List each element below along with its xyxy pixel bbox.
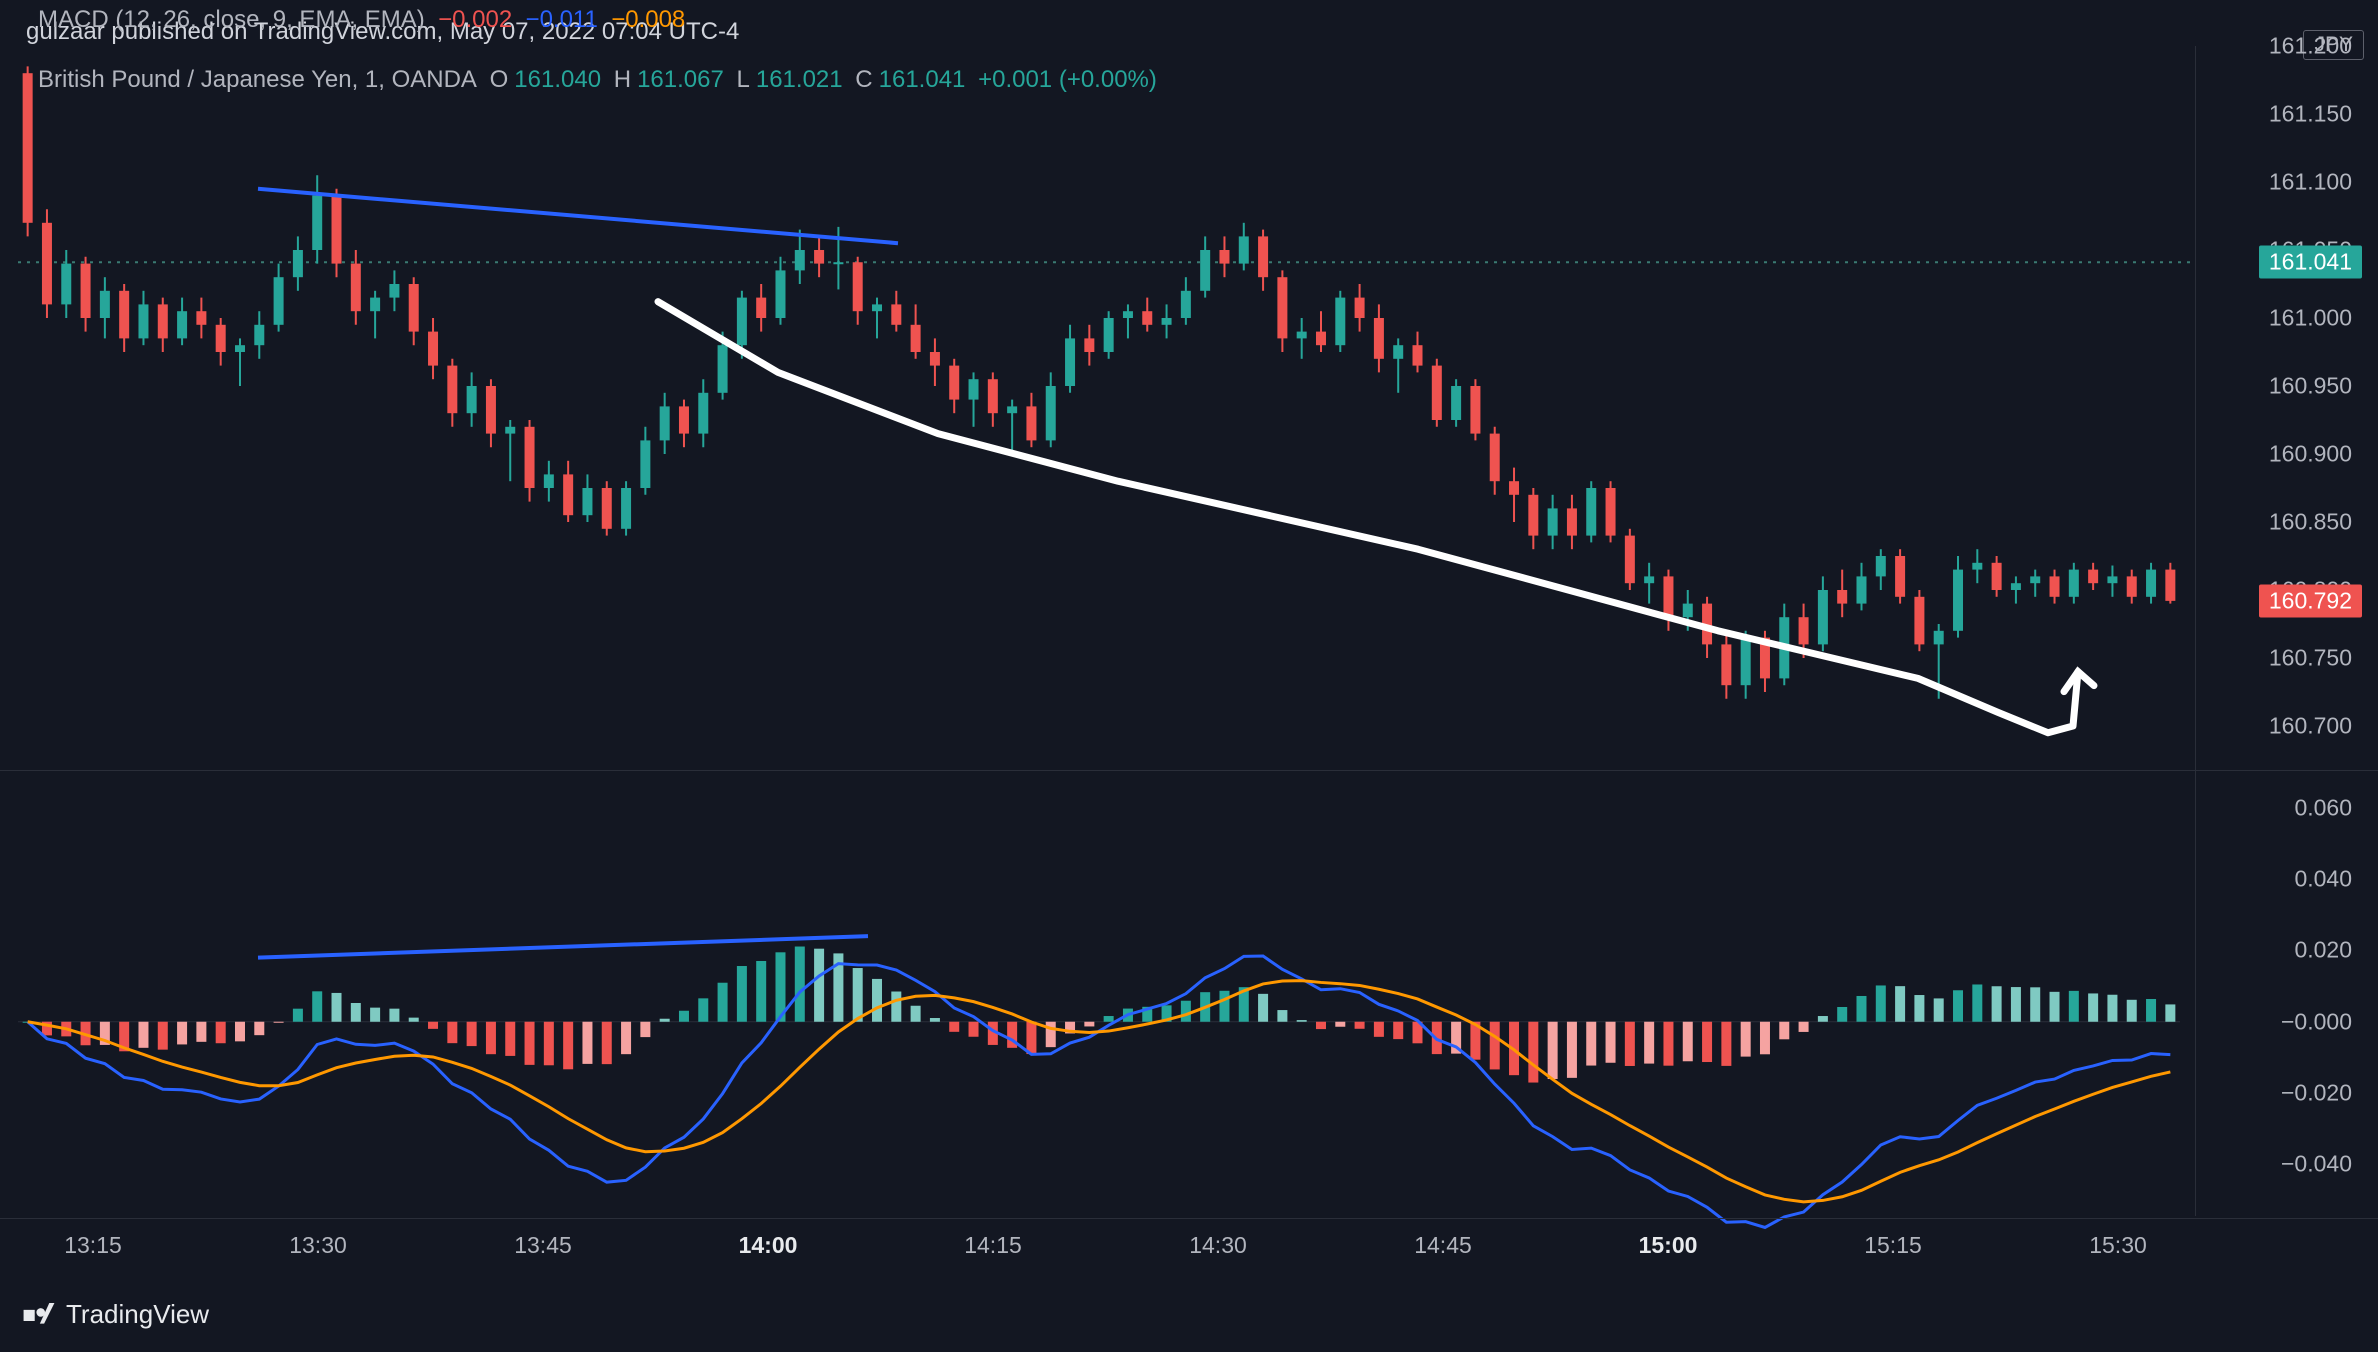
macd-line-value: −0.011 — [526, 6, 598, 33]
price-badge: 160.792 — [2259, 584, 2362, 617]
price-tick: 160.950 — [2269, 373, 2352, 400]
time-tick: 13:15 — [64, 1232, 122, 1259]
macd-tick: −0.000 — [2281, 1008, 2352, 1035]
tradingview-logo: TradingView — [22, 1299, 209, 1330]
tradingview-icon — [22, 1303, 56, 1327]
panel-divider — [0, 770, 2378, 771]
time-tick: 14:15 — [964, 1232, 1022, 1259]
time-tick: 15:15 — [1864, 1232, 1922, 1259]
chart-canvas[interactable] — [0, 0, 2378, 1352]
macd-signal-value: −0.008 — [611, 6, 685, 33]
macd-tick: 0.020 — [2294, 937, 2352, 964]
panel-divider — [0, 1218, 2378, 1219]
macd-tick: 0.060 — [2294, 794, 2352, 821]
price-tick: 160.700 — [2269, 713, 2352, 740]
price-tick: 161.150 — [2269, 101, 2352, 128]
price-tick: 160.900 — [2269, 441, 2352, 468]
macd-hist-value: −0.002 — [438, 6, 512, 33]
price-tick: 160.750 — [2269, 645, 2352, 672]
tradingview-label: TradingView — [66, 1299, 209, 1330]
time-axis[interactable]: 13:15 13:30 13:45 14:00 14:15 14:30 14:45 15:00… — [0, 1222, 2200, 1272]
price-tick: 160.850 — [2269, 509, 2352, 536]
price-axis[interactable]: 161.200161.150161.100161.050161.000160.9… — [2196, 40, 2366, 770]
time-tick: 13:45 — [514, 1232, 572, 1259]
macd-header: MACD (12, 26, close, 9, EMA, EMA) −0.002… — [38, 6, 685, 34]
macd-title: MACD (12, 26, close, 9, EMA, EMA) — [38, 6, 425, 33]
time-tick: 14:30 — [1189, 1232, 1247, 1259]
time-tick: 14:00 — [739, 1232, 798, 1259]
macd-axis[interactable]: 0.060 0.040 0.020 −0.000 −0.020 −0.040 — [2196, 778, 2366, 1218]
time-tick: 13:30 — [289, 1232, 347, 1259]
macd-tick: −0.020 — [2281, 1080, 2352, 1107]
time-tick: 15:30 — [2089, 1232, 2147, 1259]
time-tick: 14:45 — [1414, 1232, 1472, 1259]
price-tick: 161.200 — [2269, 33, 2352, 60]
macd-tick: −0.040 — [2281, 1151, 2352, 1178]
price-badge: 161.041 — [2259, 246, 2362, 279]
axis-divider — [2195, 46, 2196, 1216]
price-tick: 161.100 — [2269, 169, 2352, 196]
price-tick: 161.000 — [2269, 305, 2352, 332]
macd-tick: 0.040 — [2294, 866, 2352, 893]
time-tick: 15:00 — [1639, 1232, 1698, 1259]
